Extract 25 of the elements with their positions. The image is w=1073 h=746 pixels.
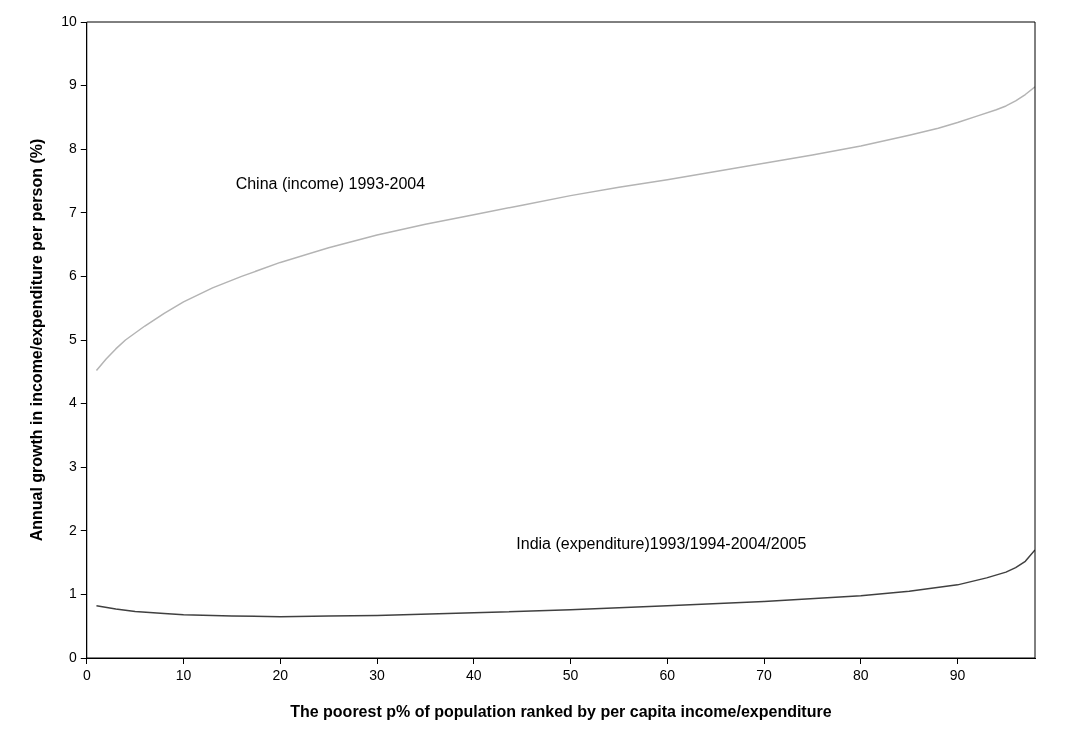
y-tick-label: 10 xyxy=(61,12,77,29)
x-tick-label: 40 xyxy=(466,667,482,684)
x-tick-label: 50 xyxy=(562,667,579,684)
x-axis-title: The poorest p% of population ranked by per capita income/expenditure xyxy=(290,702,832,720)
x-tick-label: 90 xyxy=(949,667,966,684)
y-tick-label: 2 xyxy=(68,521,77,538)
x-tick-label: 20 xyxy=(272,667,289,684)
y-tick-label: 7 xyxy=(68,203,77,220)
x-tick-label: 80 xyxy=(853,667,869,684)
y-tick-label: 5 xyxy=(68,330,77,347)
text: India (expenditure)1993/1994-2004/2005 xyxy=(516,535,807,553)
x-tick-label: 70 xyxy=(756,667,773,684)
x-tick-label: 60 xyxy=(659,667,676,684)
y-tick-label: 8 xyxy=(68,140,77,157)
text: China (income) 1993-2004 xyxy=(235,174,426,192)
y-tick-label: 0 xyxy=(68,648,77,665)
y-tick-label: 1 xyxy=(68,585,77,602)
y-tick-label: 9 xyxy=(68,76,77,93)
x-tick-label: 10 xyxy=(175,667,192,684)
y-tick-label: 3 xyxy=(68,458,77,475)
y-tick-label: 6 xyxy=(68,267,77,284)
x-tick-label: 30 xyxy=(369,667,386,684)
y-tick-label: 4 xyxy=(68,394,77,411)
x-tick-label: 0 xyxy=(82,667,91,684)
y-axis-title: Annual growth in income/expenditure per person (%) xyxy=(28,138,46,542)
